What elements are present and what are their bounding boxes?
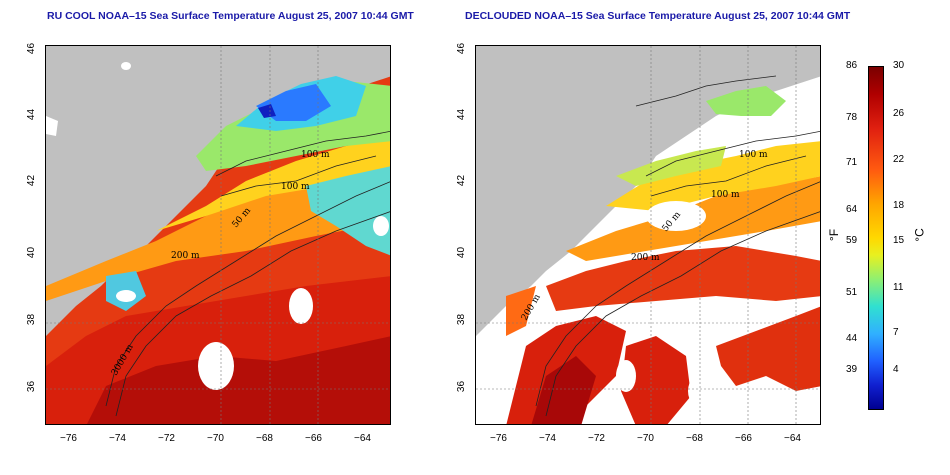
left-x-tick: −70: [207, 433, 224, 444]
fahrenheit-tick: 78: [846, 112, 858, 123]
right-y-tick: 38: [456, 313, 468, 326]
right-y-tick: 36: [456, 380, 468, 393]
celsius-tick: 26: [893, 108, 905, 119]
left-x-tick: −64: [354, 433, 371, 444]
right-contour-label-100a: 100 m: [739, 150, 768, 160]
left-x-tick: −74: [109, 433, 126, 444]
right-y-tick: 40: [456, 246, 468, 259]
left-x-tick: −66: [305, 433, 322, 444]
left-contour-label-100a: 100 m: [301, 150, 330, 160]
right-x-tick: −76: [490, 433, 507, 444]
right-contour-label-200: 200 m: [631, 253, 660, 263]
left-y-tick: 46: [26, 42, 38, 55]
fahrenheit-tick: 51: [846, 287, 858, 298]
right-declouded-map: 100 m 100 m 50 m 200 m 200 m: [475, 45, 821, 425]
left-contour-label-100b: 100 m: [281, 182, 310, 192]
left-x-tick: −68: [256, 433, 273, 444]
celsius-tick: 11: [893, 282, 904, 293]
fahrenheit-tick: 39: [846, 364, 858, 375]
left-y-tick: 40: [26, 246, 38, 259]
fahrenheit-tick: 64: [846, 204, 858, 215]
right-y-tick: 42: [456, 174, 468, 187]
temperature-colorbar: [868, 66, 884, 410]
celsius-tick: 7: [893, 327, 899, 338]
right-contour-label-100b: 100 m: [711, 190, 740, 200]
left-contour-label-200: 200 m: [171, 251, 200, 261]
fahrenheit-tick: 71: [846, 157, 858, 168]
left-map-title: RU COOL NOAA–15 Sea Surface Temperature …: [47, 10, 414, 22]
left-sst-map-canvas: 100 m 100 m 50 m 200 m 3000 m: [46, 46, 390, 424]
right-x-tick: −66: [735, 433, 752, 444]
fahrenheit-tick: 59: [846, 235, 858, 246]
left-x-tick: −76: [60, 433, 77, 444]
celsius-tick: 18: [893, 200, 905, 211]
celsius-tick: 15: [893, 235, 905, 246]
right-x-tick: −68: [686, 433, 703, 444]
right-x-tick: −64: [784, 433, 801, 444]
fahrenheit-tick: 44: [846, 333, 858, 344]
right-x-tick: −74: [539, 433, 556, 444]
left-y-tick: 42: [26, 174, 38, 187]
left-y-tick: 36: [26, 380, 38, 393]
right-declouded-map-canvas: 100 m 100 m 50 m 200 m 200 m: [476, 46, 820, 424]
fahrenheit-unit-label: °F: [827, 228, 842, 242]
right-map-title: DECLOUDED NOAA–15 Sea Surface Temperatur…: [465, 10, 851, 22]
celsius-unit-label: °C: [912, 228, 927, 242]
right-x-tick: −72: [588, 433, 605, 444]
celsius-tick: 30: [893, 60, 905, 71]
right-y-tick: 46: [456, 42, 468, 55]
left-y-tick: 44: [26, 108, 38, 121]
right-y-tick: 44: [456, 108, 468, 121]
right-x-tick: −70: [637, 433, 654, 444]
celsius-tick: 4: [893, 364, 899, 375]
celsius-tick: 22: [893, 154, 905, 165]
left-y-tick: 38: [26, 313, 38, 326]
left-x-tick: −72: [158, 433, 175, 444]
fahrenheit-tick: 86: [846, 60, 858, 71]
left-sst-map: 100 m 100 m 50 m 200 m 3000 m: [45, 45, 391, 425]
